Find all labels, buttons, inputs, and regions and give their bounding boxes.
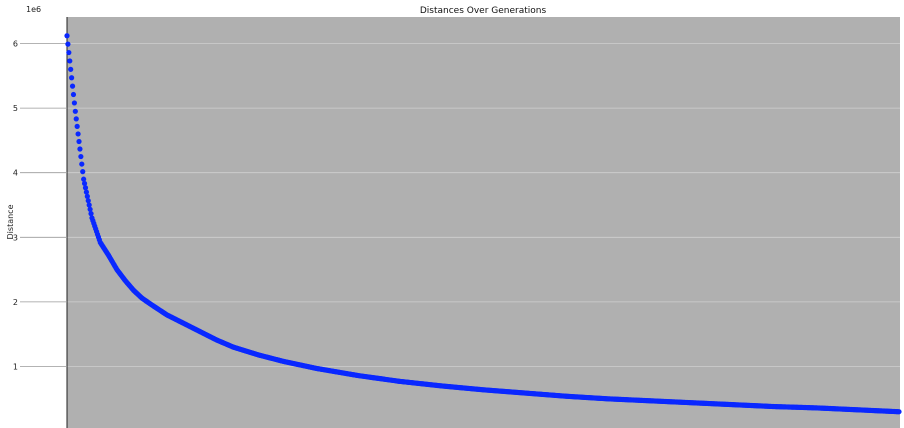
data-point (81, 176, 87, 182)
y-axis-ticks: 1 2 3 4 5 6 (13, 40, 67, 372)
data-point (83, 189, 90, 195)
data-point (64, 33, 70, 39)
data-point (86, 202, 92, 208)
y-tick-label: 2 (13, 298, 18, 307)
data-point (70, 91, 77, 98)
data-point (87, 206, 93, 212)
y-tick-label: 4 (13, 169, 18, 178)
chart-title: Distances Over Generations (420, 6, 547, 16)
data-point (69, 75, 75, 81)
data-point (74, 123, 80, 129)
data-point (85, 198, 91, 204)
grid-lines (67, 43, 900, 367)
y-axis-label: Distance (6, 204, 15, 239)
data-point (82, 185, 89, 191)
data-point (75, 131, 81, 137)
y-tick-label: 1 (13, 363, 18, 372)
data-point (72, 108, 78, 114)
data-point (67, 58, 73, 64)
data-points (64, 33, 902, 415)
data-point (71, 100, 77, 106)
data-point (88, 211, 94, 217)
data-point (896, 409, 902, 415)
data-point (69, 83, 76, 89)
y-tick-label: 6 (13, 40, 18, 49)
data-point (81, 180, 88, 187)
y-axis-offset-label: 1e6 (26, 5, 41, 14)
data-point (66, 49, 72, 56)
y-tick-label: 5 (13, 104, 18, 113)
plot-background (67, 17, 900, 428)
y-tick-label: 3 (13, 233, 18, 242)
data-point (77, 146, 83, 152)
data-point (84, 193, 90, 199)
data-point (73, 116, 79, 122)
data-point (80, 169, 86, 175)
data-point (65, 41, 71, 47)
data-point (79, 161, 85, 167)
data-point (78, 153, 84, 160)
data-point (68, 66, 74, 72)
data-point (76, 138, 82, 145)
